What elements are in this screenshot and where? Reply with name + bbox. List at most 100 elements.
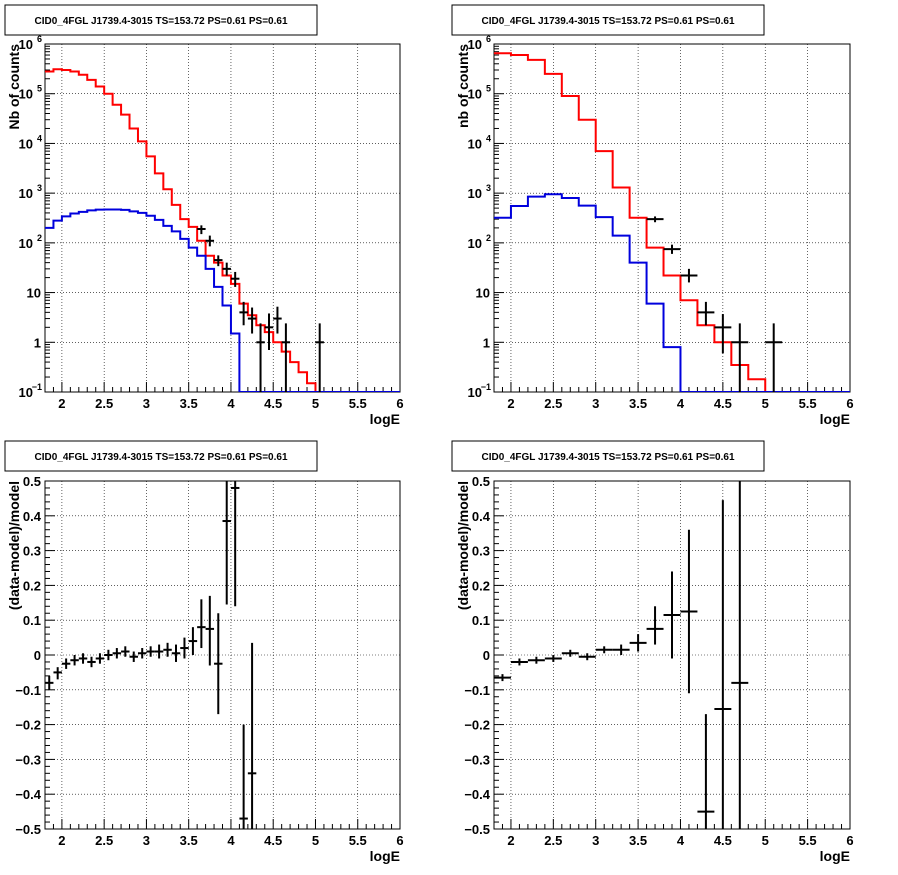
- x-tick-label: 6: [396, 396, 403, 411]
- data-point: [70, 655, 79, 666]
- data-point: [188, 627, 198, 655]
- y-tick-label: −0.5: [464, 822, 490, 837]
- y-tick-label: 10: [468, 87, 482, 102]
- y-axis-label: Nb of counts: [6, 44, 22, 130]
- data-point: [171, 644, 181, 662]
- data-point: [87, 656, 96, 668]
- y-tick-label: 0: [483, 648, 490, 663]
- data-point: [197, 225, 206, 235]
- data-point: [112, 648, 122, 659]
- x-tick-label: 3: [592, 396, 599, 411]
- data-point: [53, 667, 62, 680]
- x-axis-label: logE: [820, 848, 850, 864]
- y-tick-exponent: 3: [486, 183, 491, 193]
- data-point: [697, 301, 715, 326]
- plot-area: [494, 481, 749, 829]
- data-point: [121, 646, 130, 657]
- x-axis-label: logE: [370, 411, 400, 427]
- chart-panel-1: CID0_4FGL J1739.4-3015 TS=153.72 PS=0.61…: [4, 4, 404, 427]
- y-tick-label: 0.4: [23, 509, 42, 524]
- data-point: [765, 323, 783, 392]
- x-tick-label: 2: [507, 396, 514, 411]
- data-point: [214, 255, 223, 267]
- x-tick-label: 2.5: [95, 833, 113, 848]
- data-point: [256, 323, 265, 392]
- data-point: [315, 323, 324, 392]
- y-tick-label: 10: [468, 136, 482, 151]
- data-point: [714, 314, 732, 354]
- data-point: [612, 644, 630, 655]
- data-point: [731, 481, 749, 829]
- data-point: [222, 262, 231, 276]
- data-point: [629, 634, 647, 652]
- y-tick-label: 10: [19, 186, 33, 201]
- chart-panel-3: CID0_4FGL J1739.4-3015 TS=153.72 PS=0.61…: [4, 440, 404, 864]
- y-tick-label: 10: [19, 87, 33, 102]
- data-point: [197, 599, 206, 649]
- data-point: [646, 216, 664, 223]
- data-point: [697, 714, 715, 829]
- data-point: [544, 655, 562, 662]
- x-tick-label: 6: [846, 396, 853, 411]
- y-tick-exponent: 6: [486, 34, 491, 44]
- x-axis: [493, 382, 851, 392]
- y-tick-exponent: −1: [32, 382, 42, 392]
- y-tick-label: −0.2: [15, 718, 41, 733]
- data-point: [163, 642, 172, 657]
- data-point: [680, 529, 698, 694]
- x-tick-label: 3: [143, 833, 150, 848]
- data-point: [663, 244, 681, 254]
- x-tick-label: 2.5: [95, 396, 113, 411]
- data-point: [663, 571, 681, 659]
- y-tick-label: 0.4: [472, 509, 491, 524]
- grid: [494, 44, 850, 392]
- y-tick-exponent: 3: [37, 183, 42, 193]
- x-axis: [44, 382, 401, 392]
- y-tick-label: −0.4: [464, 787, 490, 802]
- y-tick-label: 0.1: [23, 613, 41, 628]
- data-point: [230, 481, 240, 607]
- plot-frame: [44, 43, 401, 393]
- data-point: [205, 235, 215, 247]
- x-tick-label: 4: [227, 833, 235, 848]
- chart-panel-4: CID0_4FGL J1739.4-3015 TS=153.72 PS=0.61…: [451, 440, 854, 864]
- data-point: [146, 646, 155, 657]
- x-tick-label: 3: [592, 833, 599, 848]
- chart-title: CID0_4FGL J1739.4-3015 TS=153.72 PS=0.61…: [481, 16, 734, 27]
- data-point: [180, 637, 189, 659]
- y-axis-label: nb of counts: [455, 44, 471, 128]
- x-tick-label: 4.5: [264, 396, 282, 411]
- y-tick-exponent: 4: [486, 133, 491, 143]
- data-point: [137, 648, 147, 659]
- y-tick-exponent: 2: [37, 233, 42, 243]
- y-tick-label: −0.1: [464, 683, 490, 698]
- chart-title: CID0_4FGL J1739.4-3015 TS=153.72 PS=0.61…: [481, 452, 734, 463]
- data-point: [129, 651, 138, 662]
- x-tick-label: 6: [846, 833, 853, 848]
- series-line-2: [494, 193, 850, 392]
- data-point: [95, 653, 105, 664]
- x-tick-label: 5: [312, 833, 319, 848]
- data-point: [561, 649, 579, 657]
- y-tick-label: 10: [476, 286, 490, 301]
- x-tick-label: 4.5: [714, 833, 732, 848]
- plot-area: [494, 52, 850, 392]
- y-tick-label: 10: [19, 136, 33, 151]
- x-tick-label: 6: [396, 833, 403, 848]
- data-point: [646, 606, 664, 645]
- x-tick-label: 2.5: [544, 396, 562, 411]
- x-tick-label: 2: [58, 833, 65, 848]
- grid: [45, 481, 400, 829]
- y-tick-label: 10: [468, 385, 482, 400]
- x-tick-label: 4: [677, 396, 685, 411]
- x-tick-label: 3: [143, 396, 150, 411]
- x-tick-label: 3.5: [180, 396, 198, 411]
- data-point: [222, 481, 231, 605]
- data-point: [510, 658, 528, 666]
- y-tick-label: −0.3: [15, 752, 41, 767]
- title-box: [4, 440, 318, 472]
- y-tick-label: 0.3: [23, 544, 41, 559]
- x-axis: [44, 819, 401, 829]
- x-tick-label: 5: [762, 833, 769, 848]
